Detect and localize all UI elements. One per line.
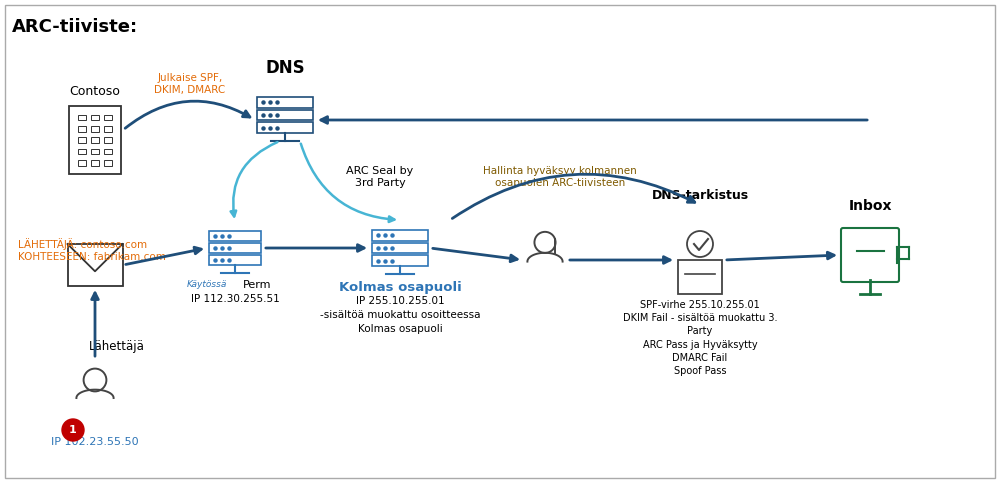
- Text: Kolmas osapuoli: Kolmas osapuoli: [339, 281, 461, 294]
- FancyBboxPatch shape: [372, 230, 428, 241]
- FancyBboxPatch shape: [78, 126, 86, 131]
- Circle shape: [534, 232, 556, 253]
- FancyBboxPatch shape: [69, 106, 121, 174]
- Text: DNS-tarkistus: DNS-tarkistus: [651, 189, 749, 202]
- FancyBboxPatch shape: [78, 137, 86, 143]
- Text: -sisältöä muokattu osoitteessa: -sisältöä muokattu osoitteessa: [320, 310, 480, 320]
- Text: SPF-virhe 255.10.255.01
DKIM Fail - sisältöä muokattu 3.
Party
ARC Pass ja Hyväk: SPF-virhe 255.10.255.01 DKIM Fail - sisä…: [623, 300, 777, 376]
- FancyBboxPatch shape: [68, 244, 123, 286]
- Text: IP 102.23.55.50: IP 102.23.55.50: [51, 437, 139, 447]
- FancyBboxPatch shape: [104, 137, 112, 143]
- FancyBboxPatch shape: [91, 114, 99, 120]
- FancyBboxPatch shape: [78, 160, 86, 166]
- Circle shape: [62, 419, 84, 441]
- FancyBboxPatch shape: [372, 242, 428, 253]
- Text: Kolmas osapuoli: Kolmas osapuoli: [358, 324, 442, 334]
- Text: Käytössä: Käytössä: [187, 280, 227, 289]
- Text: IP 255.10.255.01: IP 255.10.255.01: [356, 296, 444, 306]
- FancyBboxPatch shape: [257, 110, 313, 120]
- FancyBboxPatch shape: [104, 148, 112, 154]
- Text: Perm: Perm: [243, 280, 272, 290]
- Text: Hallinta hyväksyy kolmannen
osapuolen ARC-tiivisteen: Hallinta hyväksyy kolmannen osapuolen AR…: [483, 167, 637, 188]
- Text: DNS: DNS: [265, 59, 305, 77]
- Text: Lähettäjä: Lähettäjä: [89, 340, 145, 353]
- Text: Inbox: Inbox: [848, 199, 892, 213]
- FancyBboxPatch shape: [91, 148, 99, 154]
- FancyBboxPatch shape: [257, 122, 313, 133]
- FancyBboxPatch shape: [209, 255, 261, 265]
- FancyBboxPatch shape: [841, 228, 899, 282]
- FancyBboxPatch shape: [104, 114, 112, 120]
- Text: 1: 1: [69, 425, 77, 435]
- Text: Contoso: Contoso: [70, 85, 120, 98]
- Text: IP 112.30.255.51: IP 112.30.255.51: [191, 294, 279, 304]
- FancyBboxPatch shape: [104, 126, 112, 131]
- Text: LÄHETTÄJÄ: contoso.com
KOHTEESEEN: fabrikam.com: LÄHETTÄJÄ: contoso.com KOHTEESEEN: fabri…: [18, 238, 166, 261]
- FancyBboxPatch shape: [678, 260, 722, 294]
- Text: ARC-tiiviste:: ARC-tiiviste:: [12, 18, 138, 36]
- Text: Julkaise SPF,
DKIM, DMARC: Julkaise SPF, DKIM, DMARC: [154, 73, 226, 95]
- FancyBboxPatch shape: [257, 97, 313, 108]
- FancyBboxPatch shape: [91, 160, 99, 166]
- FancyBboxPatch shape: [91, 126, 99, 131]
- FancyBboxPatch shape: [91, 137, 99, 143]
- Circle shape: [687, 231, 713, 257]
- Circle shape: [84, 369, 106, 391]
- FancyBboxPatch shape: [209, 243, 261, 253]
- Text: ARC Seal by
3rd Party: ARC Seal by 3rd Party: [346, 167, 414, 188]
- FancyBboxPatch shape: [104, 160, 112, 166]
- FancyBboxPatch shape: [209, 231, 261, 241]
- FancyBboxPatch shape: [78, 114, 86, 120]
- FancyBboxPatch shape: [372, 256, 428, 266]
- FancyBboxPatch shape: [78, 148, 86, 154]
